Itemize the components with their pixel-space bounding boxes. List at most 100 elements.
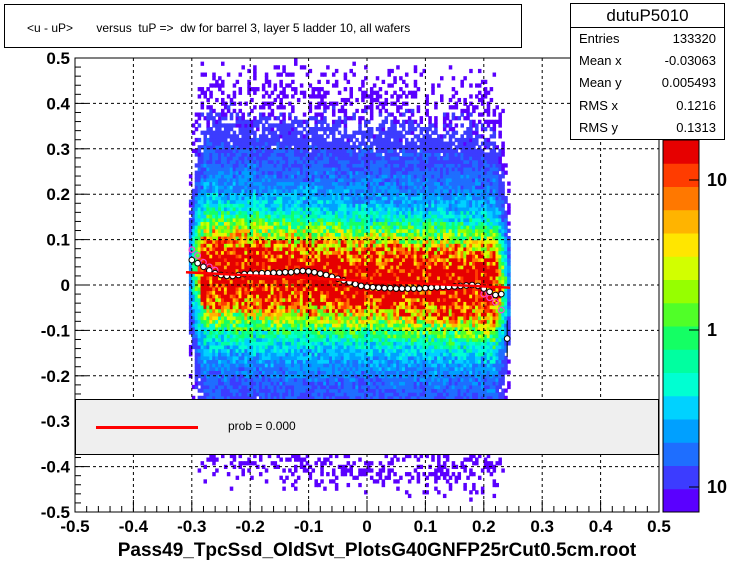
- heatmap-cell: [276, 166, 280, 172]
- heatmap-cell: [273, 254, 278, 259]
- heatmap-cell: [209, 90, 213, 95]
- heatmap-cell: [221, 152, 225, 157]
- heatmap-cell: [235, 134, 240, 139]
- heatmap-cell: [188, 254, 193, 259]
- heatmap-cell: [294, 185, 298, 190]
- heatmap-cell: [329, 246, 333, 252]
- heatmap-cell: [209, 261, 213, 266]
- heatmap-cell: [247, 257, 251, 262]
- heatmap-cell: [273, 275, 278, 281]
- heatmap-cell: [200, 395, 205, 401]
- heatmap-cell: [212, 232, 216, 237]
- heatmap-cell: [299, 214, 304, 219]
- heatmap-cell: [238, 232, 243, 237]
- heatmap-cell: [291, 344, 295, 350]
- heatmap-cell: [223, 181, 228, 186]
- heatmap-cell: [212, 337, 216, 342]
- heatmap-cell: [267, 137, 272, 143]
- heatmap-cell: [334, 286, 339, 292]
- heatmap-cell: [305, 319, 310, 324]
- heatmap-cell: [308, 272, 313, 277]
- heatmap-cell: [270, 363, 275, 368]
- heatmap-cell: [226, 181, 231, 186]
- heatmap-cell: [282, 355, 286, 361]
- heatmap-cell: [343, 290, 348, 295]
- heatmap-cell: [276, 181, 280, 186]
- heatmap-cell: [256, 127, 260, 132]
- heatmap-cell: [244, 127, 248, 132]
- heatmap-cell: [296, 196, 301, 201]
- heatmap-cell: [258, 275, 263, 281]
- heatmap-cell: [326, 315, 330, 321]
- heatmap-cell: [247, 290, 251, 295]
- heatmap-cell: [235, 239, 240, 244]
- heatmap-cell: [337, 235, 342, 241]
- heatmap-cell: [291, 257, 295, 262]
- heatmap-cell: [288, 199, 292, 204]
- heatmap-cell: [299, 377, 304, 382]
- heatmap-cell: [215, 235, 219, 241]
- heatmap-cell: [314, 221, 318, 226]
- heatmap-cell: [308, 221, 313, 226]
- heatmap-cell: [326, 268, 330, 273]
- heatmap-cell: [258, 228, 263, 233]
- heatmap-cell: [261, 359, 266, 364]
- heatmap-cell: [241, 472, 245, 477]
- heatmap-cell: [346, 148, 351, 154]
- heatmap-cell: [329, 192, 333, 197]
- heatmap-cell: [221, 159, 225, 164]
- heatmap-cell: [311, 381, 316, 386]
- heatmap-cell: [215, 377, 219, 382]
- heatmap-cell: [302, 188, 307, 193]
- heatmap-cell: [314, 119, 318, 124]
- heatmap-cell: [294, 145, 298, 150]
- heatmap-cell: [264, 355, 269, 361]
- heatmap-cell: [203, 283, 207, 288]
- heatmap-cell: [209, 181, 213, 186]
- heatmap-cell: [337, 315, 342, 321]
- heatmap-cell: [241, 225, 245, 230]
- heatmap-cell: [346, 217, 351, 223]
- heatmap-cell: [340, 344, 345, 350]
- heatmap-cell: [320, 177, 324, 183]
- heatmap-cell: [197, 304, 202, 310]
- heatmap-cell: [282, 148, 286, 154]
- heatmap-cell: [253, 246, 257, 252]
- heatmap-cell: [235, 228, 240, 233]
- heatmap-cell: [340, 181, 345, 186]
- heatmap-cell: [264, 377, 269, 382]
- heatmap-cell: [291, 254, 295, 259]
- heatmap-cell: [302, 312, 307, 317]
- heatmap-cell: [203, 145, 207, 150]
- heatmap-cell: [197, 196, 202, 201]
- heatmap-cell: [343, 326, 348, 331]
- heatmap-cell: [203, 355, 207, 361]
- heatmap-cell: [264, 359, 269, 364]
- heatmap-cell: [223, 217, 228, 223]
- heatmap-cell: [212, 286, 216, 292]
- heatmap-cell: [282, 395, 286, 401]
- heatmap-cell: [282, 283, 286, 288]
- heatmap-cell: [285, 395, 289, 401]
- heatmap-cell: [288, 359, 292, 364]
- heatmap-cell: [261, 130, 266, 135]
- heatmap-cell: [221, 312, 225, 317]
- heatmap-cell: [215, 228, 219, 233]
- heatmap-cell: [253, 130, 257, 135]
- heatmap-cell: [343, 214, 348, 219]
- heatmap-cell: [346, 170, 351, 175]
- heatmap-cell: [302, 392, 307, 397]
- heatmap-cell: [226, 152, 231, 157]
- heatmap-cell: [273, 312, 278, 317]
- heatmap-cell: [308, 243, 313, 248]
- heatmap-cell: [200, 214, 205, 219]
- heatmap-cell: [244, 290, 248, 295]
- heatmap-cell: [296, 159, 301, 164]
- heatmap-cell: [212, 290, 216, 295]
- heatmap-cell: [343, 127, 348, 132]
- heatmap-cell: [226, 304, 231, 310]
- heatmap-cell: [223, 359, 228, 364]
- heatmap-cell: [200, 170, 205, 175]
- heatmap-cell: [311, 254, 316, 259]
- heatmap-cell: [203, 166, 207, 172]
